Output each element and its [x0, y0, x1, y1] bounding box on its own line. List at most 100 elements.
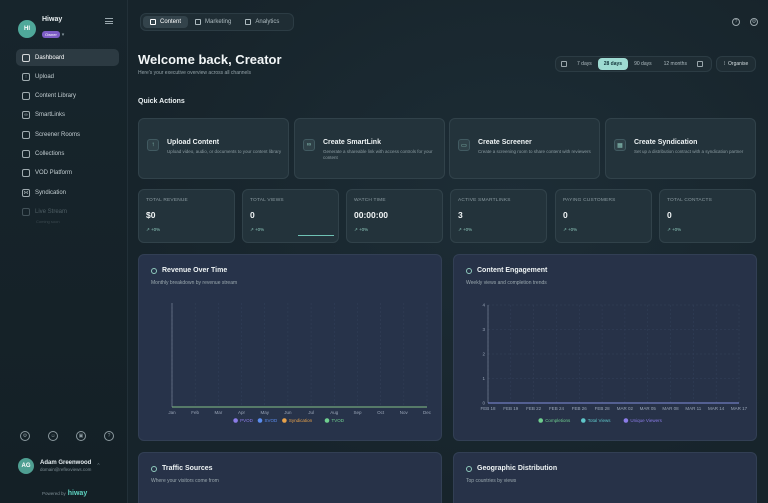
chevron-down-icon: ▾ [61, 32, 65, 38]
help-icon[interactable]: ? [732, 18, 740, 26]
traffic-panel-title: Traffic Sources [151, 465, 213, 472]
stat-change: ↗ +0% [146, 227, 160, 233]
stat-change-value: +0% [151, 227, 161, 232]
sidebar-item-dashboard[interactable]: Dashboard [16, 49, 119, 66]
calendar-icon [561, 61, 567, 67]
traffic-title-text: Traffic Sources [162, 465, 213, 472]
tab-marketing[interactable]: Marketing [188, 16, 238, 28]
legend-marker-svod [257, 418, 263, 423]
engagement-panel-title: Content Engagement [466, 267, 547, 274]
grip-icon: ⁞ [723, 61, 726, 67]
sidebar-item-content-library[interactable]: Content Library [16, 88, 119, 105]
user-info: Adam Greenwood domain@reflexviews.com [40, 460, 91, 472]
user-menu[interactable]: AG Adam Greenwood domain@reflexviews.com… [18, 458, 118, 474]
live-stream-sublabel: Coming soon [36, 219, 60, 224]
legend-marker-pvod [233, 418, 238, 423]
building-icon: ▦ [614, 139, 626, 151]
x-tick-label: Jun [284, 410, 292, 415]
sidebar-item-label: Content Library [35, 93, 77, 100]
custom-date-icon[interactable] [696, 61, 703, 67]
tab-label: Marketing [205, 19, 232, 25]
sidebar-item-live-stream: Live Stream [16, 203, 119, 220]
sidebar-item-upload[interactable]: ↑ Upload [16, 68, 119, 85]
library-icon [22, 92, 30, 101]
legend-label-syndication: Syndication [289, 418, 313, 423]
legend-marker-total-views [581, 418, 586, 423]
eye-icon [466, 267, 472, 274]
geo-panel-title: Geographic Distribution [466, 465, 557, 472]
engagement-chart: FEB 18 FEB 19 FEB 22 FEB 24 FEB 26 FEB 28 MAR … [480, 303, 747, 424]
x-tick-label: FEB 19 [503, 406, 519, 411]
sidebar-item-screener-rooms[interactable]: Screener Rooms [16, 126, 119, 143]
x-tick-label: Apr [238, 410, 246, 415]
trend-up-icon: ↗ [458, 227, 464, 232]
gift-icon[interactable]: ▣ [76, 431, 86, 441]
sidebar-tools: ⚙ ☺ ▣ ? [20, 431, 114, 441]
x-tick-label: Feb [191, 410, 199, 415]
range-90-days[interactable]: 90 days [634, 61, 652, 67]
y-tick-label: 1 [482, 376, 485, 381]
powered-by: Powered by hiway [42, 490, 87, 497]
trend-icon [151, 267, 157, 274]
top-tabs: Content Marketing Analytics [140, 13, 294, 31]
x-tick-label: MAR 14 [708, 406, 725, 411]
help-icon[interactable]: ? [104, 431, 114, 441]
quick-action-title: Create SmartLink [323, 139, 381, 146]
range-12-months[interactable]: 12 months [663, 61, 687, 67]
stat-change: ↗ +0% [563, 227, 577, 233]
page-title: Welcome back, Creator [138, 52, 282, 67]
tab-content[interactable]: Content [143, 16, 189, 28]
stat-change-value: +0% [568, 227, 578, 232]
x-tick-label: FEB 18 [480, 406, 496, 411]
geo-title-text: Geographic Distribution [477, 465, 558, 472]
legend-marker-tvod [324, 418, 330, 423]
sidebar-item-smartlinks[interactable]: ∞ SmartLinks [16, 107, 119, 124]
legend-label-completions: Completions [545, 418, 571, 423]
range-7-days[interactable]: 7 days [577, 61, 592, 67]
screen-icon [22, 130, 30, 139]
legend-label-unique-viewers: Unique Viewers [630, 418, 662, 423]
stat-watch-time: WATCH TIME 00:00:00 ↗ +0% [346, 189, 443, 243]
organise-button[interactable]: ⁞ Organise [716, 56, 756, 72]
globe-icon [151, 465, 157, 472]
quick-action-upload-content[interactable]: ↑ Upload Content Upload video, audio, or… [138, 118, 289, 179]
stat-label: TOTAL REVENUE [146, 198, 188, 203]
quick-action-create-syndication[interactable]: ▦ Create Syndication Set up a distributi… [605, 118, 756, 179]
stat-total-contacts: TOTAL CONTACTS 0 ↗ +0% [659, 189, 756, 243]
x-tick-label: FEB 24 [549, 406, 565, 411]
traffic-panel-subtitle: Where your visitors come from [151, 478, 219, 484]
x-tick-label: Oct [377, 410, 385, 415]
menu-icon[interactable] [105, 18, 113, 24]
sidebar-item-syndication[interactable]: ⋈ Syndication [16, 184, 119, 201]
range-28-days[interactable]: 28 days [597, 58, 629, 70]
stat-value: $0 [146, 210, 156, 220]
y-tick-label: 0 [482, 401, 485, 406]
settings-icon[interactable]: ⚙ [20, 431, 30, 441]
revenue-panel-subtitle: Monthly breakdown by revenue stream [151, 280, 238, 286]
sidebar-item-vod-platform[interactable]: VOD Platform [16, 165, 119, 182]
stat-active-smartlinks: ACTIVE SMARTLINKS 3 ↗ +0% [450, 189, 547, 243]
quick-action-create-screener[interactable]: ▭ Create Screener Create a screening roo… [449, 118, 600, 179]
geo-panel-subtitle: Top countries by views [466, 478, 517, 484]
legend-marker-syndication [282, 418, 287, 423]
legend-label-svod: SVOD [265, 418, 279, 423]
tab-analytics[interactable]: Analytics [238, 16, 286, 28]
stat-value: 00:00:00 [354, 210, 389, 220]
x-tick-label: Mar [214, 410, 222, 415]
users-icon[interactable]: ☺ [48, 431, 58, 441]
legend-label-total-views: Total Views [588, 418, 611, 423]
quick-action-create-smartlink[interactable]: ∞ Create SmartLink Generate a shareable … [294, 118, 445, 179]
upload-icon: ↑ [147, 139, 159, 151]
traffic-panel: Traffic Sources Where your visitors come… [138, 452, 442, 503]
x-tick-label: FEB 22 [526, 406, 542, 411]
sidebar-item-collections[interactable]: Collections [16, 145, 119, 162]
quick-action-desc: Create a screening room to share content… [478, 149, 591, 154]
trend-up-icon: ↗ [667, 227, 673, 232]
x-tick-label: MAR 05 [640, 406, 657, 411]
tab-label: Content [160, 19, 182, 25]
sidebar-nav: Dashboard ↑ Upload Content Library ∞ Smart… [16, 49, 119, 223]
gear-icon[interactable]: ⚙ [750, 18, 758, 26]
workspace-switcher[interactable]: HI Hiway Owner ▾ [18, 16, 64, 41]
link-icon: ∞ [22, 111, 30, 120]
stat-change-value: +0% [255, 227, 265, 232]
